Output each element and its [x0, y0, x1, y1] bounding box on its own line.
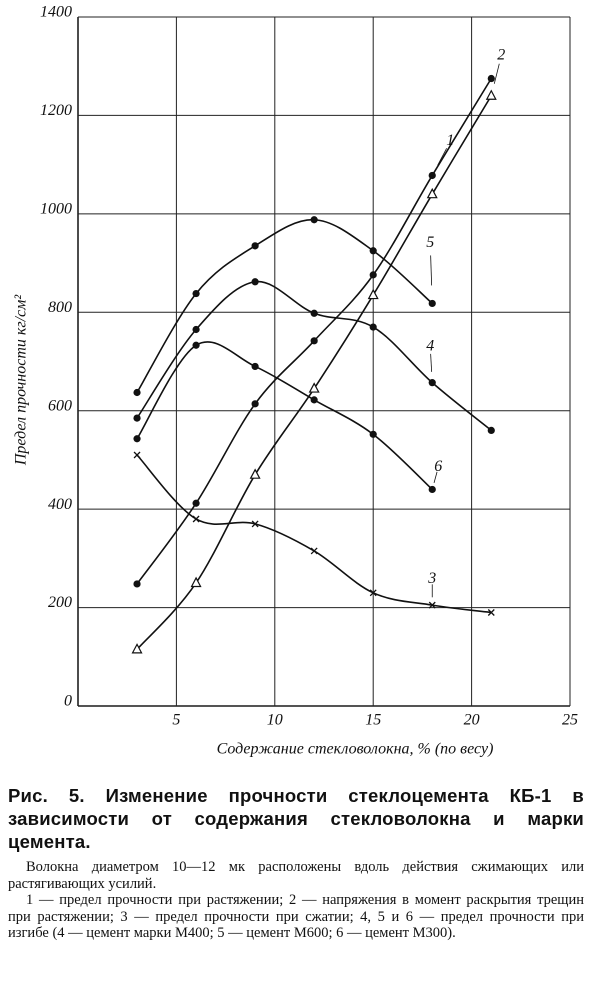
caption-note: Волокна диаметром 10—12 мк расположены в… — [8, 859, 584, 892]
series-leader — [430, 255, 433, 286]
point — [133, 451, 141, 459]
point — [428, 485, 436, 494]
point — [251, 278, 259, 286]
y-tick-label: 1400 — [40, 4, 72, 21]
point — [249, 468, 261, 479]
point — [251, 242, 259, 250]
series-line — [136, 78, 492, 585]
y-tick-label: 400 — [48, 496, 72, 513]
point — [133, 580, 141, 588]
series-line — [136, 280, 492, 432]
point — [428, 171, 436, 180]
y-tick-label: 600 — [48, 397, 72, 414]
point — [487, 609, 495, 616]
x-tick-label: 25 — [562, 712, 578, 729]
series-label: 6 — [434, 458, 442, 475]
point — [308, 382, 320, 393]
point — [369, 589, 377, 597]
series-leader — [493, 63, 500, 84]
point — [310, 216, 318, 224]
point — [251, 520, 259, 528]
series-line — [136, 95, 492, 650]
series-line — [136, 341, 433, 491]
y-tick-label: 800 — [48, 299, 72, 316]
point — [369, 430, 377, 438]
point — [131, 643, 143, 654]
point — [428, 601, 436, 609]
x-tick-label: 5 — [172, 712, 180, 729]
point — [251, 362, 259, 371]
series-line — [136, 454, 492, 614]
point — [369, 323, 377, 331]
point — [133, 414, 141, 422]
point — [192, 289, 200, 298]
caption-title: Рис. 5. Изменение прочности стеклоцемент… — [8, 785, 584, 852]
point — [192, 499, 200, 507]
caption-note: 1 — предел прочности при растяжении; 2 —… — [8, 892, 584, 941]
point — [251, 400, 259, 408]
series-label: 5 — [426, 234, 434, 251]
point — [192, 515, 200, 523]
series-label: 3 — [427, 570, 436, 587]
x-tick-label: 15 — [365, 712, 381, 729]
series-leader — [437, 148, 447, 166]
y-tick-label: 200 — [48, 594, 72, 611]
point — [428, 379, 436, 387]
point — [367, 288, 379, 300]
x-tick-label: 20 — [464, 712, 480, 729]
point — [485, 89, 497, 100]
point — [310, 309, 318, 317]
point — [428, 299, 436, 308]
point — [426, 187, 438, 199]
point — [487, 426, 495, 434]
point — [369, 247, 377, 255]
point — [192, 341, 200, 349]
series-label: 1 — [446, 132, 454, 149]
point — [133, 435, 141, 443]
series-leader — [430, 353, 433, 372]
point — [190, 576, 202, 588]
x-axis-label: Содержание стекловолокна, % (по весу) — [217, 741, 494, 758]
point — [310, 337, 318, 345]
series-leader — [433, 471, 438, 483]
point — [133, 388, 141, 397]
y-tick-label: 1000 — [40, 201, 72, 218]
point — [487, 74, 495, 83]
point — [310, 547, 318, 555]
series-label: 2 — [497, 46, 505, 63]
point — [192, 325, 200, 334]
y-tick-label: 1200 — [40, 102, 72, 119]
series-label: 4 — [426, 337, 434, 354]
x-tick-label: 10 — [267, 712, 283, 729]
y-tick-label: 0 — [64, 693, 72, 710]
chart: Предел прочности кг/см² Содержание стекл… — [13, 4, 578, 758]
series-line — [136, 218, 433, 393]
caption: Рис. 5. Изменение прочности стеклоцемент… — [8, 784, 584, 942]
y-axis-label: Предел прочности кг/см² — [13, 294, 30, 467]
point — [369, 271, 377, 279]
point — [310, 396, 318, 404]
